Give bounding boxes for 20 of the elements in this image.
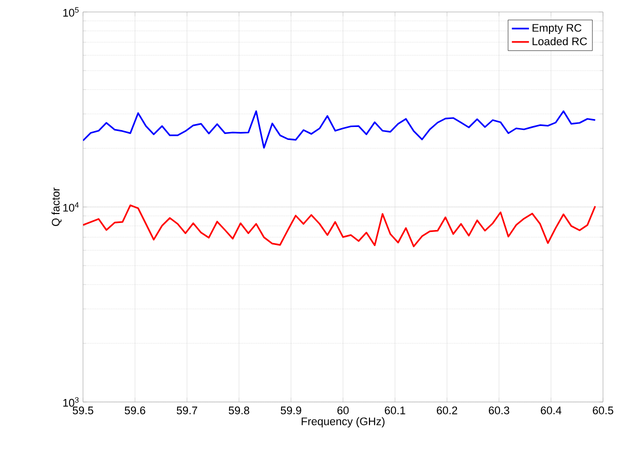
x-tick-label: 59.5 bbox=[72, 406, 94, 414]
x-tick-label: 60.1 bbox=[384, 406, 406, 414]
y-axis-title: Q factor bbox=[52, 188, 62, 226]
x-tick-label: 59.6 bbox=[124, 406, 146, 414]
y-tick-label: 10$^{4}$ bbox=[63, 202, 79, 212]
x-axis-title: Frequency (GHz) bbox=[302, 417, 384, 428]
x-tick-label: 59.9 bbox=[280, 406, 302, 414]
x-tick-label: 60 bbox=[337, 406, 349, 414]
line-series bbox=[83, 110, 596, 149]
y-tick-label: 10$^{3}$ bbox=[63, 397, 79, 407]
legend-label: Loaded RC bbox=[532, 37, 587, 46]
x-tick-label: 60.3 bbox=[488, 406, 510, 414]
y-tick-label: 10$^{5}$ bbox=[63, 7, 79, 17]
x-tick-label: 60.5 bbox=[592, 406, 614, 414]
line-series bbox=[83, 204, 596, 248]
x-tick-label: 59.8 bbox=[228, 406, 250, 414]
legend-label: Empty RC bbox=[532, 24, 582, 34]
x-tick-label: 60.2 bbox=[436, 406, 458, 414]
x-tick-label: 60.4 bbox=[540, 406, 562, 414]
x-tick-label: 59.7 bbox=[176, 406, 198, 414]
